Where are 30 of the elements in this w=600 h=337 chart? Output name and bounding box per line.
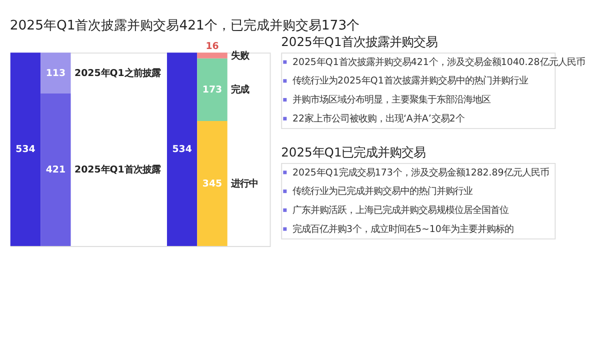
series-label: 2025年Q1首次披露: [74, 164, 160, 176]
bar: [197, 52, 228, 58]
series-label: 进行中: [230, 178, 258, 190]
text: 传统行业为已完成并购交易中的热门并购行业: [292, 186, 472, 198]
data-label: 173: [202, 84, 222, 96]
text: 2025年Q1首次披露并购交易421个，涉及交易金额1040.28亿元人民币: [292, 56, 585, 68]
text: 广东并购活跃，上海已完成并购交易规模位居全国首位: [292, 204, 508, 216]
data-label: 534: [172, 144, 192, 156]
data-label: 16: [206, 40, 220, 52]
data-label: 345: [202, 178, 222, 190]
bar: [40, 52, 71, 94]
bar: [166, 52, 198, 246]
bar: [197, 58, 228, 122]
series-label: 失败: [231, 50, 250, 62]
data-label: 421: [46, 164, 66, 176]
text: 2025年Q1完成交易173个，涉及交易金额1282.89亿元人民币: [292, 167, 549, 178]
series-label: 2025年Q1之前披露: [74, 68, 160, 79]
bar: [10, 52, 41, 246]
data-label: 113: [46, 68, 66, 79]
text: 并购市场区域分布明显，主要聚集于东部沿海地区: [292, 94, 490, 106]
text: 完成百亿并购3个，成立时间在5~10年为主要并购标的: [292, 224, 514, 235]
text: 2025年Q1首次披露并购交易: [281, 35, 438, 50]
text: 22家上市公司被收购，出现‘A并A’交易2个: [292, 113, 464, 124]
bar: [40, 94, 71, 246]
text: 传统行业为2025年Q1首次披露并购交易中的热门并购行业: [292, 76, 528, 87]
text: 2025年Q1已完成并购交易: [281, 145, 426, 160]
data-label: 534: [16, 144, 36, 156]
series-label: 完成: [231, 84, 250, 96]
bar: [197, 121, 228, 246]
chart-title: 2025年Q1首次披露并购交易421个，已完成并购交易173个: [10, 18, 360, 34]
